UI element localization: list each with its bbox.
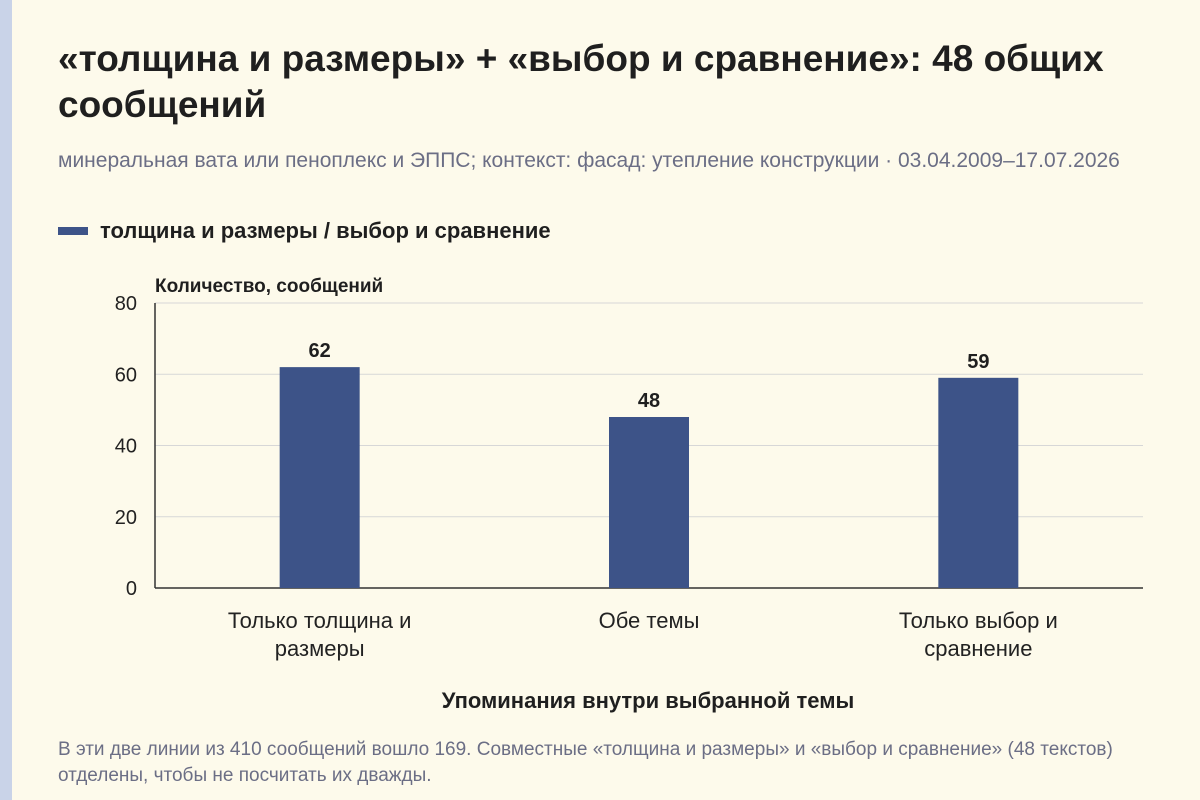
- data-label: 62: [309, 340, 331, 362]
- y-tick-label: 80: [115, 293, 137, 315]
- x-tick-label-line: сравнение: [924, 636, 1032, 661]
- accent-strip: [0, 0, 12, 800]
- y-tick-label: 20: [115, 507, 137, 529]
- y-axis-title: Количество, сообщений: [155, 276, 383, 297]
- bar: [938, 377, 1019, 588]
- y-tick-label: 60: [115, 364, 137, 386]
- x-tick-label-line: Только толщина и: [228, 608, 412, 633]
- x-tick-label: Только толщина и размеры: [228, 608, 412, 661]
- x-tick-label-line: Обе темы: [599, 608, 700, 633]
- data-label: 48: [638, 390, 660, 412]
- footnote: В эти две линии из 410 сообщений вошло 1…: [58, 739, 1113, 786]
- chart-title: «толщина и размеры» + «выбор и сравнение…: [58, 38, 1104, 125]
- legend-label: толщина и размеры / выбор и сравнение: [100, 218, 551, 243]
- bar: [609, 417, 689, 588]
- bar: [279, 367, 360, 588]
- chart-subtitle: минеральная вата или пеноплекс и ЭППС; к…: [58, 149, 1120, 172]
- x-tick-label-line: Только выбор и: [899, 608, 1058, 633]
- legend-swatch: [58, 227, 88, 235]
- legend: толщина и размеры / выбор и сравнение: [58, 218, 551, 244]
- x-axis-title: Упоминания внутри выбранной темы: [442, 688, 855, 713]
- data-label: 59: [967, 351, 989, 373]
- x-tick-label: Только выбор и сравнение: [899, 608, 1058, 661]
- y-tick-label: 40: [115, 436, 137, 458]
- x-tick-label-line: размеры: [275, 636, 365, 661]
- x-tick-label: Обе темы: [599, 608, 700, 633]
- y-tick-label: 0: [126, 578, 137, 600]
